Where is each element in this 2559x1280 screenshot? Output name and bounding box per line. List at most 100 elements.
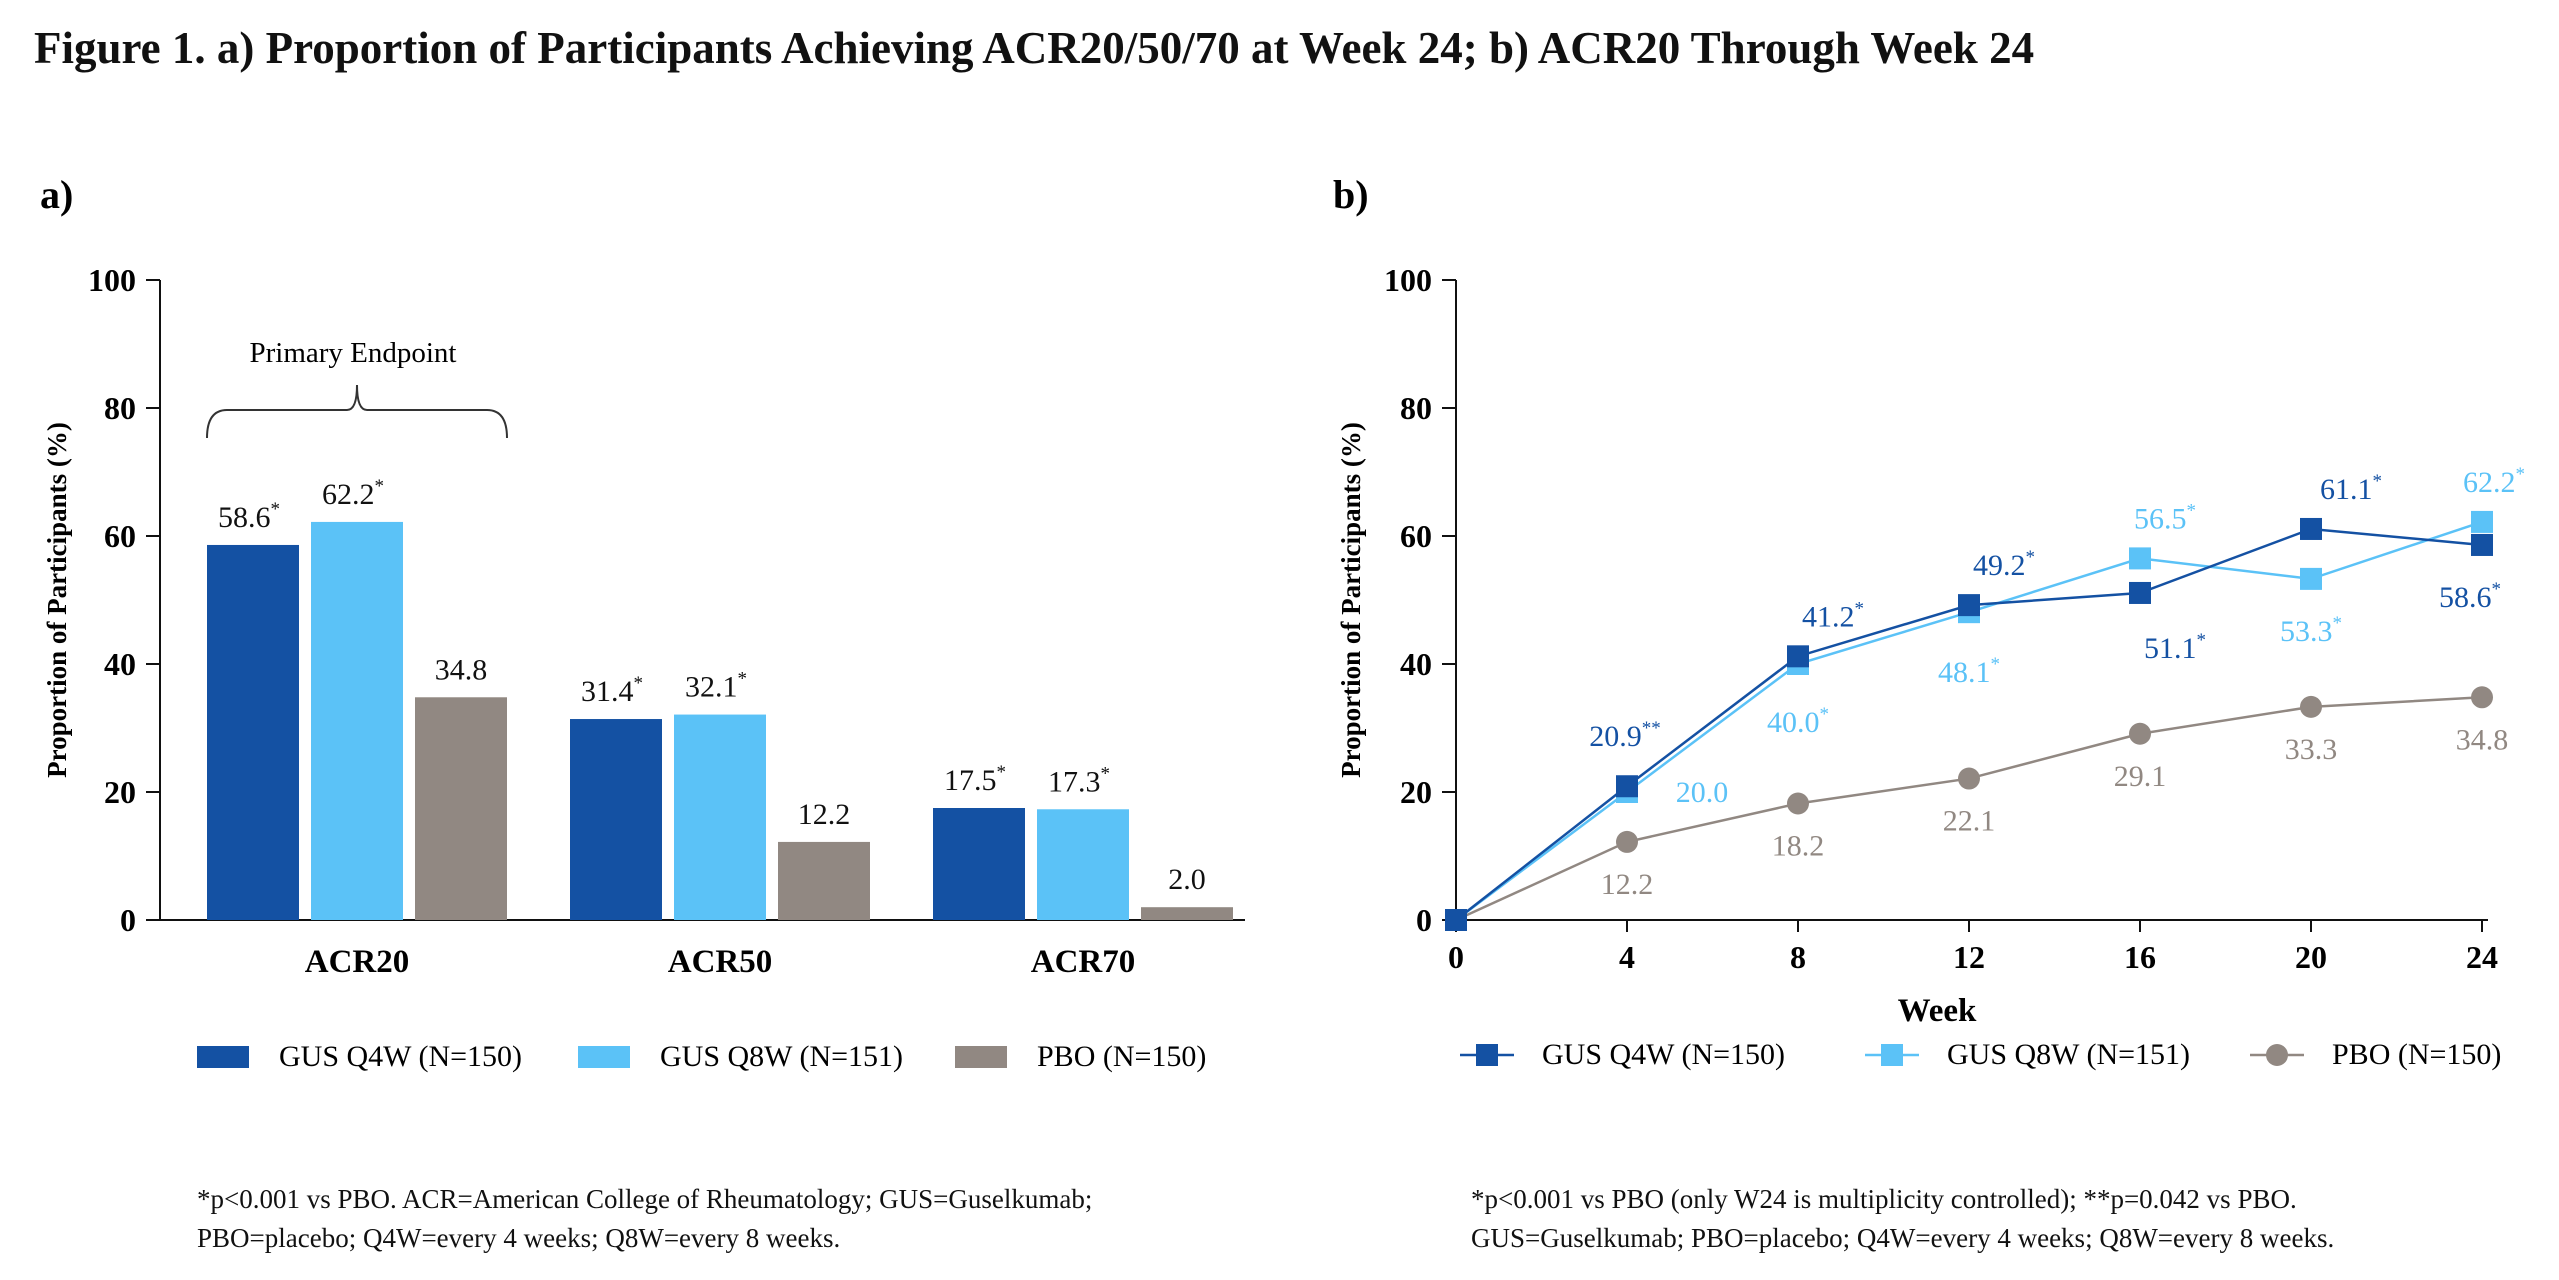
series-0-point	[1445, 909, 1467, 931]
footnote-b-line-2: GUS=Guselkumab; PBO=placebo; Q4W=every 4…	[1471, 1223, 2335, 1253]
series-2-point	[1958, 767, 1980, 790]
panel-a-y-tick-label: 60	[104, 518, 136, 554]
line-point-label: 34.8	[2456, 723, 2509, 756]
panel-b-legend-marker	[1881, 1044, 1903, 1066]
bar-value-label: 12.2	[798, 798, 851, 831]
panel-a-legend-item: GUS Q4W (N=150)	[197, 1040, 522, 1073]
significance-mark: *	[2516, 464, 2526, 485]
panel-a-y-tick-label: 20	[104, 774, 136, 810]
series-2-point	[2471, 686, 2493, 709]
bar-value-label: 32.1*	[685, 669, 747, 704]
footnote-a: *p<0.001 vs PBO. ACR=American College of…	[197, 1180, 1317, 1258]
bar-acr50-series-1	[674, 714, 766, 920]
figure-title: Figure 1. a) Proportion of Participants …	[34, 23, 2035, 73]
bar-value-label: 62.2*	[322, 476, 384, 511]
series-1-point	[2129, 547, 2151, 570]
series-2-point	[1616, 830, 1638, 853]
bar-value-label: 2.0	[1168, 863, 1206, 896]
panel-b-legend-label: GUS Q4W (N=150)	[1542, 1038, 1785, 1071]
line-point-label: 12.2	[1601, 868, 1654, 901]
significance-mark: *	[1820, 704, 1830, 725]
panel-b-x-tick-label: 0	[1448, 939, 1464, 975]
footnote-a-line-1: *p<0.001 vs PBO. ACR=American College of…	[197, 1184, 1093, 1214]
panel-a-legend-label: GUS Q4W (N=150)	[279, 1040, 522, 1073]
panel-a-label: a)	[40, 172, 73, 217]
series-1-point	[2300, 567, 2322, 590]
series-0-point	[1958, 594, 1980, 617]
bar-acr20-series-2	[415, 697, 507, 920]
panel-b-y-tick-label: 20	[1400, 774, 1432, 810]
footnote-b-line-1: *p<0.001 vs PBO (only W24 is multiplicit…	[1471, 1184, 2297, 1214]
series-0-point	[1787, 645, 1809, 668]
line-point-label: 20.9**	[1589, 718, 1661, 753]
significance-mark: *	[375, 476, 385, 497]
line-point-label: 49.2*	[1973, 547, 2035, 582]
panel-a-legend-label: PBO (N=150)	[1037, 1040, 1206, 1073]
significance-mark: *	[2373, 471, 2383, 492]
bar-acr20-series-1	[311, 521, 403, 920]
bar-value-label: 34.8	[435, 653, 488, 686]
panel-b-legend-item: PBO (N=150)	[2250, 1038, 2501, 1071]
series-2-point	[2300, 695, 2322, 718]
significance-mark: *	[2492, 579, 2502, 600]
bar-acr20-series-0	[207, 544, 299, 920]
line-point-label: 48.1*	[1938, 654, 2000, 689]
series-0-point	[1616, 775, 1638, 798]
significance-mark: *	[271, 499, 281, 520]
significance-mark: *	[738, 669, 748, 690]
significance-mark: **	[1642, 718, 1661, 739]
panel-b-y-tick-label: 80	[1400, 390, 1432, 426]
line-point-label: 40.0*	[1767, 704, 1829, 739]
primary-endpoint-brace	[206, 384, 508, 439]
panel-b-x-tick-label: 24	[2466, 939, 2498, 975]
panel-a-y-tick-label: 0	[120, 902, 136, 938]
panel-b-legend-label: GUS Q8W (N=151)	[1947, 1038, 2190, 1071]
bar-value-label: 17.3*	[1048, 763, 1110, 798]
panel-b-y-tick-label: 40	[1400, 646, 1432, 682]
line-point-label: 58.6*	[2439, 579, 2501, 614]
bar-acr50-series-2	[778, 841, 870, 920]
panel-a-legend-swatch	[578, 1046, 630, 1068]
panel-a-bar-chart: a) Proportion of Participants (%) 0 20 40 60 8…	[40, 172, 1245, 1073]
panel-a-y-tick-label: 80	[104, 390, 136, 426]
panel-b-x-tick-label: 16	[2124, 939, 2156, 975]
panel-b-x-axis-title: Week	[1898, 993, 1977, 1029]
primary-endpoint-label: Primary Endpoint	[249, 337, 456, 369]
line-point-label: 51.1*	[2144, 630, 2206, 665]
bar-value-label: 58.6*	[218, 499, 280, 534]
panel-b-y-axis-title: Proportion of Participants (%)	[1336, 422, 1366, 778]
panel-b-line-chart: b)Proportion of Participants (%)02040608…	[1333, 172, 2525, 1071]
line-point-label: 61.1*	[2320, 471, 2382, 506]
panel-b-legend-item: GUS Q4W (N=150)	[1460, 1038, 1785, 1071]
panel-a-x-tick-label: ACR20	[305, 944, 410, 980]
significance-mark: *	[997, 762, 1007, 783]
panel-b-label: b)	[1333, 172, 1369, 217]
series-0-point	[2471, 533, 2493, 556]
line-point-label: 22.1	[1943, 805, 1996, 838]
panel-b-legend-marker	[1476, 1044, 1498, 1066]
bar-acr70-series-2	[1141, 907, 1233, 920]
panel-b-y-tick-label: 100	[1384, 262, 1432, 298]
panel-a-legend-swatch	[955, 1046, 1007, 1068]
panel-a-legend-item: PBO (N=150)	[955, 1040, 1206, 1073]
line-point-label: 29.1	[2114, 760, 2167, 793]
line-point-label: 33.3	[2285, 733, 2338, 766]
series-2-point	[1787, 792, 1809, 815]
panel-a-legend-item: GUS Q8W (N=151)	[578, 1040, 903, 1073]
panel-a-x-tick-label: ACR50	[668, 944, 773, 980]
line-point-label: 56.5*	[2134, 500, 2196, 535]
significance-mark: *	[1855, 598, 1865, 619]
footnote-a-line-2: PBO=placebo; Q4W=every 4 weeks; Q8W=ever…	[197, 1223, 841, 1253]
significance-mark: *	[634, 673, 644, 694]
panel-a-y-tick-label: 100	[88, 262, 136, 298]
panel-b-x-tick-label: 8	[1790, 939, 1806, 975]
panel-b-x-tick-label: 20	[2295, 939, 2327, 975]
bar-acr70-series-1	[1037, 809, 1129, 920]
panel-b-legend-label: PBO (N=150)	[2332, 1038, 2501, 1071]
panel-a-x-tick-label: ACR70	[1031, 944, 1136, 980]
line-point-label: 18.2	[1772, 830, 1825, 863]
series-2-point	[2129, 722, 2151, 745]
significance-mark: *	[2333, 613, 2343, 634]
significance-mark: *	[2187, 500, 2197, 521]
